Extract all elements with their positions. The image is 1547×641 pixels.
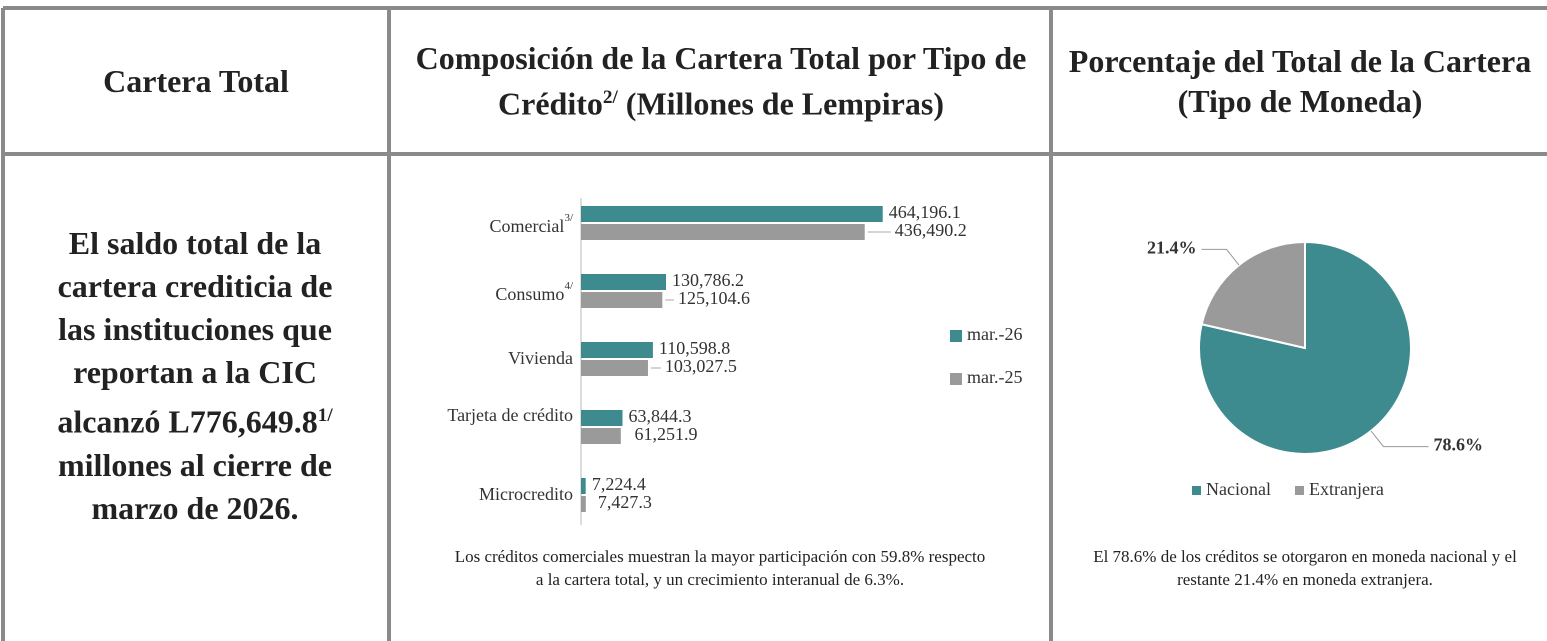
category-label: Microcredito	[431, 483, 573, 505]
header-part: (Millones de Lempiras)	[617, 85, 944, 122]
header: Cartera Total	[103, 63, 289, 99]
value-label: 21.4%	[1147, 238, 1197, 258]
category-label: Comercial3/	[431, 211, 573, 237]
bar	[581, 496, 586, 512]
category-label: Tarjeta de crédito	[431, 404, 573, 426]
category-text: Microcredito	[479, 484, 573, 504]
legend-label: Extranjera	[1309, 479, 1384, 499]
bar	[581, 206, 883, 222]
legend-swatch	[950, 330, 962, 342]
category-text: Comercial	[489, 216, 565, 236]
value-label: 125,104.6	[678, 288, 750, 308]
legend-swatch	[1294, 486, 1304, 495]
legend-swatch	[1192, 486, 1201, 495]
footnote-ref: 4/	[564, 280, 573, 292]
category-text: Tarjeta de crédito	[447, 405, 573, 425]
category-text: Vivienda	[508, 348, 573, 368]
legend-label: Nacional	[1206, 479, 1271, 499]
pie-slice	[1198, 240, 1412, 455]
legend-label: mar.-26	[967, 324, 1023, 344]
bar	[581, 478, 586, 494]
bar	[581, 360, 648, 376]
value-label: 78.6%	[1433, 435, 1483, 455]
value-label: 110,598.8	[659, 338, 730, 358]
value-label: 7,427.3	[598, 492, 652, 512]
bar	[581, 274, 667, 290]
pie-slice	[1200, 240, 1306, 350]
category-text: Consumo	[495, 284, 565, 304]
bar	[581, 410, 623, 426]
legend-label: mar.-25	[967, 367, 1023, 387]
legend-swatch	[950, 373, 962, 385]
table-borders	[1, 6, 1547, 641]
bar	[581, 342, 653, 358]
value-label: 103,027.5	[665, 356, 737, 376]
bar	[581, 428, 621, 444]
footnote-ref: 3/	[564, 212, 573, 224]
value-label: 436,490.2	[895, 220, 967, 240]
summary-part: El saldo total de la cartera crediticia …	[57, 225, 333, 440]
leader-line	[1201, 248, 1240, 266]
header: Composición de la Cartera Total por Tipo…	[393, 10, 1049, 152]
category-label: Vivienda	[431, 347, 573, 369]
leader-line	[1370, 430, 1429, 448]
footnote-ref: 2/	[602, 87, 618, 109]
value-label: 7,224.4	[592, 474, 646, 494]
footnote-ref: 1/	[317, 405, 333, 426]
header: Porcentaje del Total de la Cartera (Tipo…	[1068, 43, 1532, 119]
bar	[581, 224, 865, 240]
pie-note: El 78.6% de los créditos se otorgaron en…	[1093, 547, 1517, 589]
value-label: 61,251.9	[634, 424, 697, 444]
header-part: Composición de la Cartera Total por Tipo…	[415, 40, 1027, 122]
bar-note: Los créditos comerciales muestran la may…	[454, 547, 986, 589]
header-text: Composición de la Cartera Total por Tipo…	[393, 38, 1049, 124]
category-label: Consumo4/	[431, 279, 573, 305]
value-label: 63,844.3	[628, 406, 691, 426]
value-label: 130,786.2	[672, 270, 744, 290]
bar	[581, 292, 663, 308]
summary: El saldo total de la cartera crediticia …	[40, 222, 350, 530]
summary-part: millones al cierre de marzo de 2026.	[58, 446, 332, 526]
value-label: 464,196.1	[889, 202, 961, 222]
